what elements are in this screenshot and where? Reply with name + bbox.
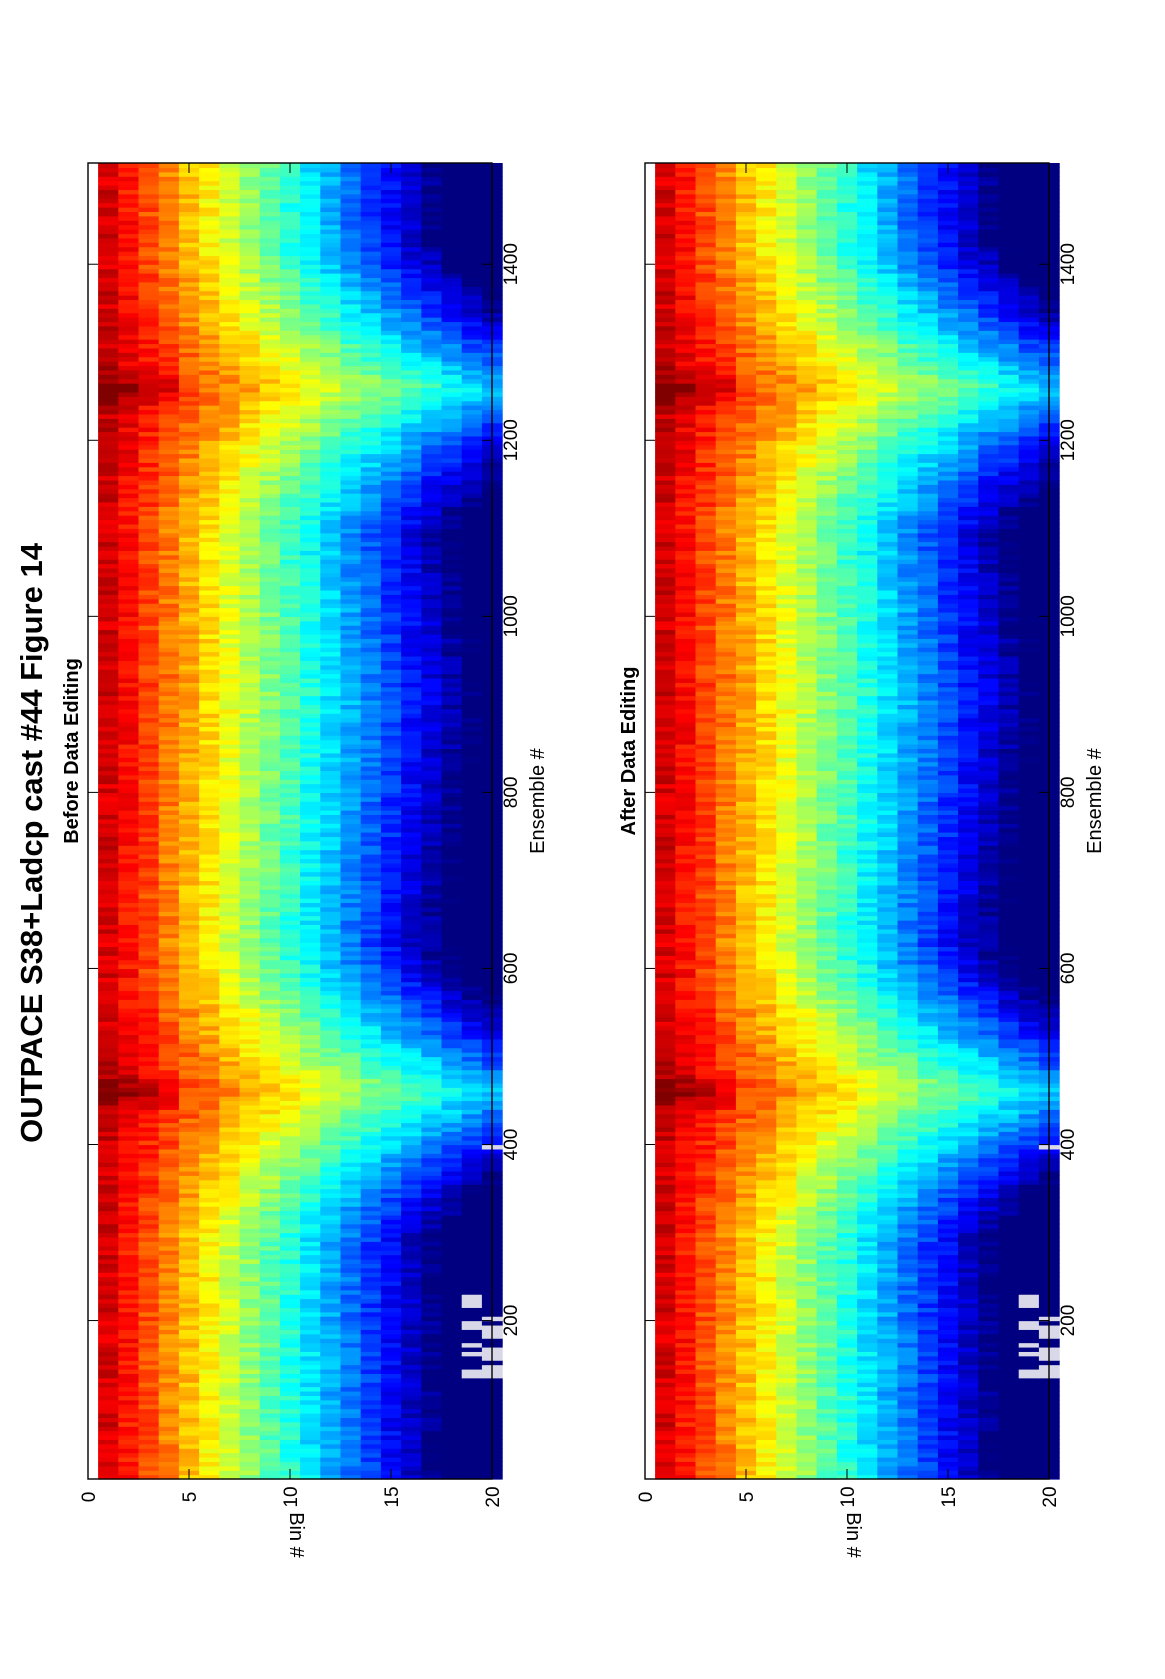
x-tick-label: 800	[501, 777, 522, 809]
x-tick-label: 200	[501, 1305, 522, 1337]
y-tick-label: 5	[180, 1492, 201, 1503]
x-tick-label: 1200	[1058, 419, 1079, 461]
y-tick-label: 5	[737, 1492, 758, 1503]
figure-title: OUTPACE S38+Ladcp cast #44 Figure 14	[14, 542, 49, 1143]
y-tick-label: 10	[281, 1486, 302, 1507]
y-tick-label: 10	[838, 1486, 859, 1507]
x-tick-label: 1400	[501, 243, 522, 285]
x-tick-label: 600	[1058, 953, 1079, 985]
heatmap-cells	[98, 163, 503, 1480]
x-tick-label: 400	[1058, 1129, 1079, 1161]
y-tick-label: 15	[939, 1486, 960, 1507]
x-tick-label: 600	[501, 953, 522, 985]
x-axis-label: Ensemble #	[1084, 747, 1106, 853]
x-axis-label: Ensemble #	[527, 747, 549, 853]
y-axis-label: Bin #	[285, 1512, 307, 1558]
x-tick-label: 400	[501, 1129, 522, 1161]
heatmap-cells	[655, 163, 1060, 1480]
x-tick-label: 1000	[501, 595, 522, 637]
panel-title: After Data Editing	[618, 667, 640, 836]
x-tick-label: 1200	[501, 419, 522, 461]
y-tick-label: 0	[79, 1492, 100, 1503]
x-tick-label: 200	[1058, 1305, 1079, 1337]
x-tick-label: 800	[1058, 777, 1079, 809]
x-tick-label: 1400	[1058, 243, 1079, 285]
panel-after-editing: 200 400 600 800 1000 1200 1400 0 5 10 15 20 After Da…	[618, 162, 1106, 1559]
x-tick-label: 1000	[1058, 595, 1079, 637]
y-tick-label: 20	[1040, 1486, 1061, 1507]
panel-title: Before Data Editing	[61, 658, 83, 844]
panel-before-editing: 200 400 600 800 1000 1200 1400 0 5 10 15 20 Before D…	[61, 162, 549, 1559]
y-tick-label: 0	[636, 1492, 657, 1503]
y-tick-label: 20	[483, 1486, 504, 1507]
y-tick-label: 15	[382, 1486, 403, 1507]
y-axis-label: Bin #	[842, 1512, 864, 1558]
